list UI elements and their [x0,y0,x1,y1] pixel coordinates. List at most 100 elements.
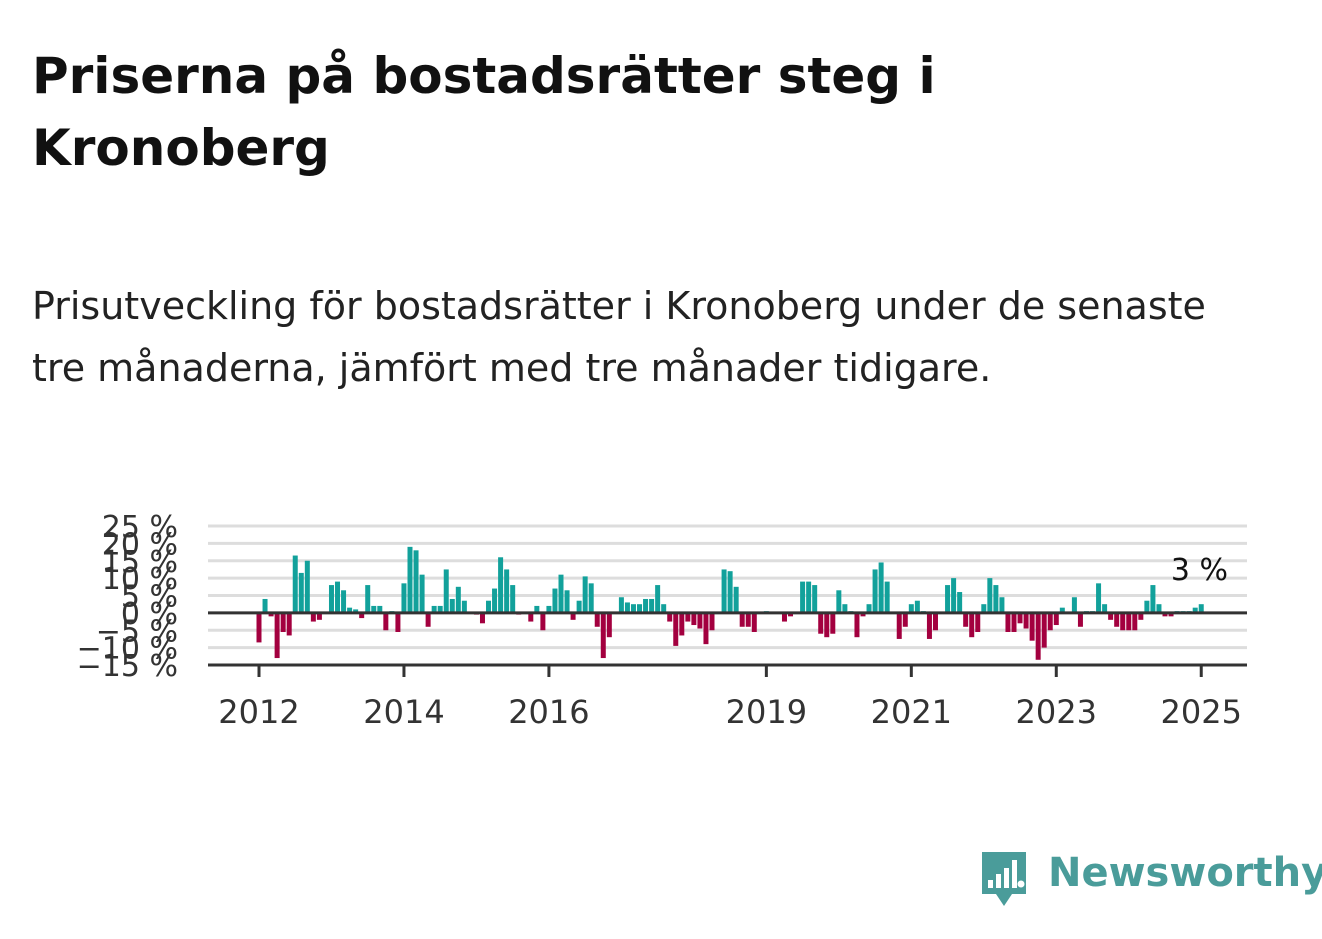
bar [486,600,492,613]
bar [570,612,576,620]
bar [1059,607,1065,613]
bar [504,569,510,613]
bar [594,612,600,627]
bar [298,572,304,613]
bar [630,604,636,613]
y-axis-ticks: −15 %−10 %−5 %0 %5 %10 %15 %20 %25 % [77,510,178,684]
bar [304,560,310,613]
bar [1041,612,1047,648]
bar [310,612,316,622]
newsworthy-logo: Newsworthy [978,848,1322,912]
bar [1108,612,1114,620]
y-tick-label: −5 % [96,614,178,649]
bar [637,604,643,613]
bar [1156,604,1162,613]
bar [691,612,697,626]
bar [540,612,546,631]
bar [552,588,558,613]
bar [437,605,443,613]
x-tick-label: 2012 [218,693,299,731]
bar [854,612,860,638]
bar [914,600,920,613]
x-tick-label: 2016 [508,693,589,731]
bar [407,546,413,613]
bar [1096,583,1102,613]
bar [624,602,630,613]
bar [679,612,685,636]
brand-name: Newsworthy [1048,850,1322,896]
bar [431,605,437,613]
bar [443,569,449,613]
bar [528,612,534,622]
bar [461,600,467,613]
y-tick-label: −15 % [77,649,178,684]
bar [908,604,914,613]
bar [588,583,594,613]
bar [316,612,322,620]
newsworthy-logo-icon [982,852,1026,906]
bar [492,588,498,613]
last-value-label: 3 % [1171,553,1228,588]
bar [449,598,455,613]
bar [347,607,353,613]
bar [739,612,745,627]
bar [655,585,661,613]
bar [981,604,987,613]
bar [1053,612,1059,626]
bar [896,612,902,639]
bar [353,609,359,613]
bar [558,574,564,613]
chart-subtitle: Prisutveckling för bostadsrätter i Krono… [32,284,1206,390]
bar [262,598,268,613]
chart-title: Priserna på bostadsrätter steg i Kronobe… [32,47,936,177]
y-tick-label: 25 % [102,510,178,545]
axes [208,611,1247,667]
bar [1120,612,1126,631]
bar [781,612,787,622]
bar [498,557,504,613]
bar [709,612,715,631]
bar [818,612,824,634]
bar [1047,612,1053,631]
bar [1011,612,1017,632]
bar [546,605,552,613]
bar-chart: −15 %−10 %−5 %0 %5 %10 %15 %20 %25 % 201… [77,510,1247,731]
bar [401,583,407,613]
bar [727,571,733,613]
bar [341,590,347,613]
bar [963,612,969,627]
x-tick-label: 2014 [363,693,444,731]
bar [268,612,274,617]
bar [395,612,401,632]
bar [975,612,981,632]
bar [969,612,975,638]
bar [1162,612,1168,617]
bar [721,569,727,613]
bar [1077,612,1083,627]
y-tick-label: −10 % [77,632,178,667]
bar [419,574,425,613]
bar [1102,604,1108,613]
bar [661,604,667,613]
bar [1192,607,1198,613]
bar [872,569,878,613]
bar [745,612,751,627]
bar [1168,612,1174,617]
bar [643,598,649,613]
bar [806,581,812,613]
bar [1198,604,1204,613]
bar [1023,612,1029,629]
bar [1035,612,1041,660]
y-tick-label: 5 % [121,580,178,615]
bar [703,612,709,645]
bar [932,612,938,631]
y-tick-label: 15 % [102,545,178,580]
x-tick-label: 2021 [871,693,952,731]
bar [812,585,818,613]
bar [280,612,286,632]
bar [866,604,872,613]
bar [383,612,389,631]
bar [564,590,570,613]
bar [1150,585,1156,613]
y-tick-label: 20 % [102,527,178,562]
